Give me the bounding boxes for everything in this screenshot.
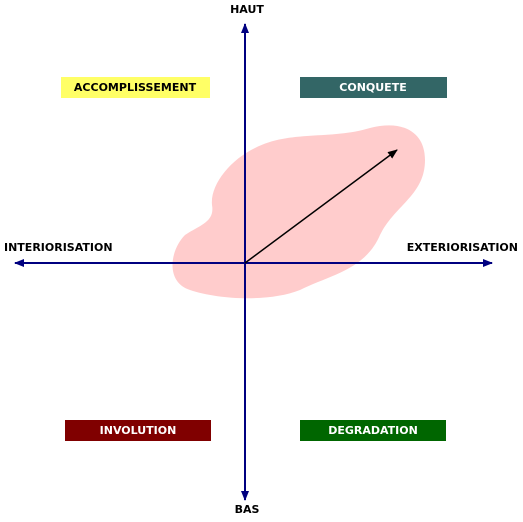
trend-arrow xyxy=(244,149,398,264)
axis-right-label: EXTERIORISATION xyxy=(407,241,518,254)
quadrant-label: CONQUETE xyxy=(339,81,406,94)
quadrant-label: INVOLUTION xyxy=(100,424,177,437)
quadrant-label: ACCOMPLISSEMENT xyxy=(74,81,197,94)
axis-top-label: HAUT xyxy=(230,3,264,16)
quadrant-box xyxy=(65,420,211,441)
quadrant-box xyxy=(300,420,446,441)
quadrant-box xyxy=(300,77,447,98)
zone-blob xyxy=(172,125,425,299)
axis-left-label: INTERIORISATION xyxy=(4,241,113,254)
quadrant-box xyxy=(61,77,210,98)
axis-bottom-label: BAS xyxy=(235,503,260,516)
quadrant-label: DEGRADATION xyxy=(328,424,418,437)
